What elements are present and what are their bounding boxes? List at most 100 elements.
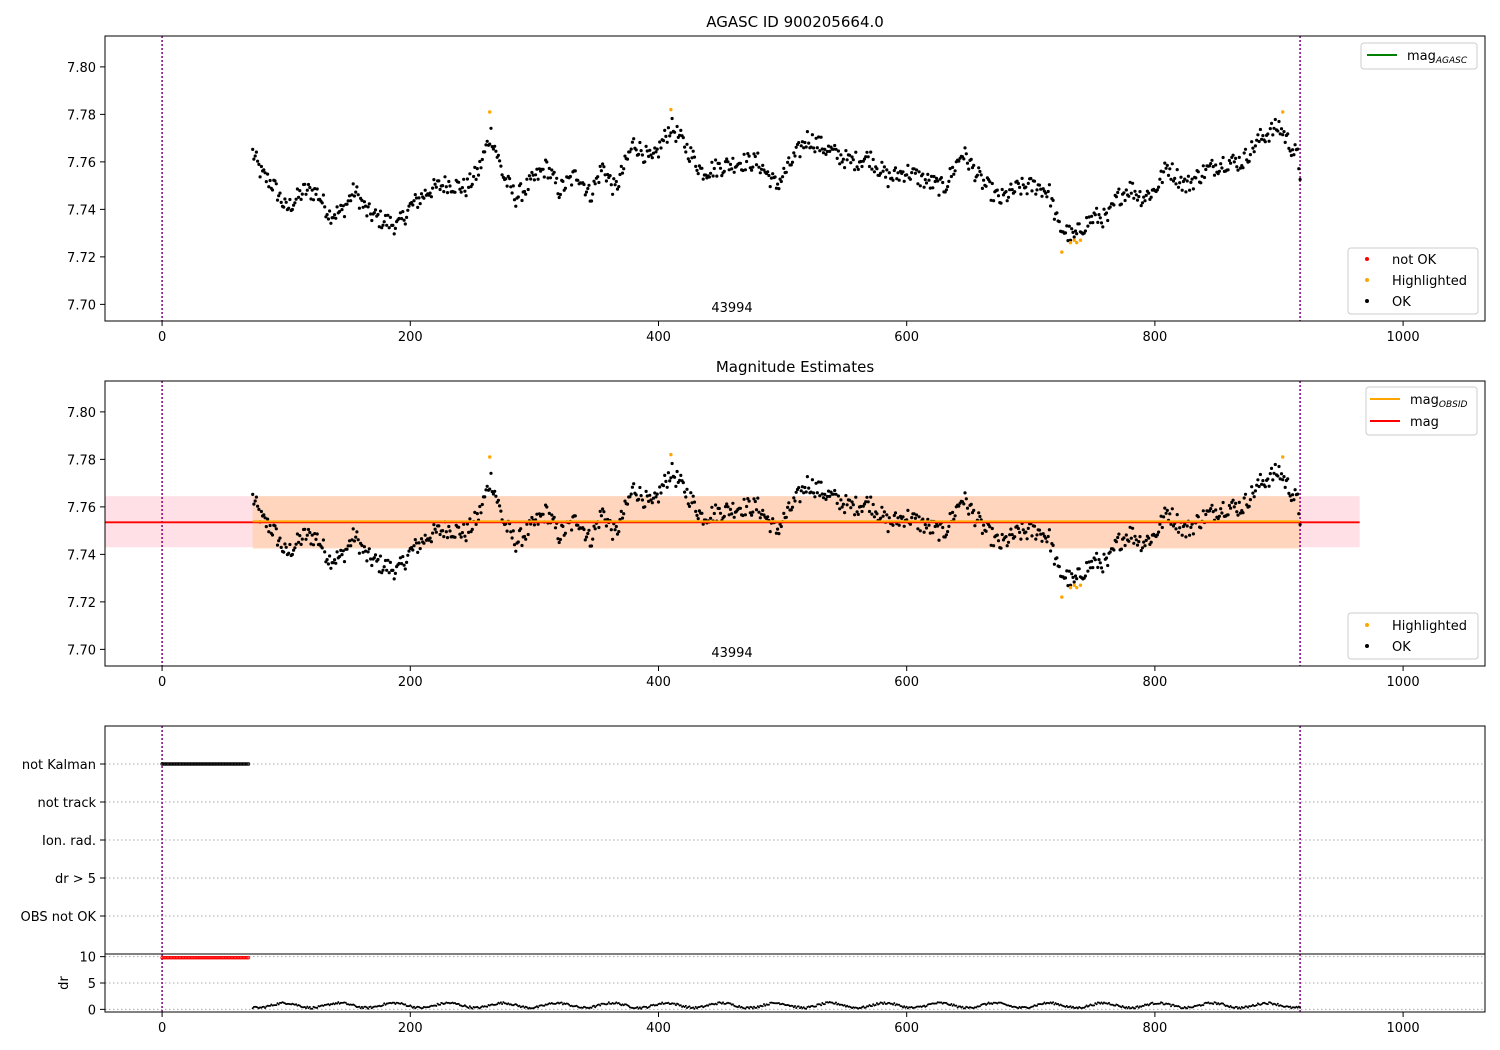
ok-point	[1227, 158, 1231, 163]
ok-point	[831, 492, 836, 496]
ok-point	[1037, 183, 1042, 187]
ok-point	[510, 191, 514, 195]
ok-point	[821, 151, 826, 155]
ok-point	[723, 505, 728, 509]
highlighted-point	[1068, 240, 1073, 245]
dr-point	[316, 1006, 319, 1009]
ok-point	[664, 479, 668, 483]
ok-point	[1263, 140, 1267, 144]
ok-point	[315, 187, 319, 191]
ok-point	[1117, 532, 1121, 536]
ok-point	[687, 159, 692, 163]
ok-point	[1181, 524, 1185, 529]
ok-point	[558, 537, 563, 542]
dr-point	[955, 1004, 958, 1007]
ok-point	[489, 471, 493, 475]
ok-point	[865, 495, 869, 499]
ok-point	[701, 177, 705, 181]
ok-point	[965, 506, 970, 510]
ok-point	[491, 147, 495, 151]
ok-point	[1298, 522, 1302, 527]
ok-point	[1292, 498, 1296, 502]
ok-point	[893, 511, 898, 515]
ok-point	[490, 490, 494, 494]
ok-point	[1099, 566, 1104, 570]
ok-point	[944, 188, 949, 192]
legend-ok-label: OK	[1392, 295, 1411, 310]
dr-point	[590, 1006, 593, 1009]
estimates-panel: Magnitude Estimates 43994 0 200 400 600 800 1…	[67, 358, 1486, 690]
ok-point	[715, 174, 719, 178]
ok-point	[964, 152, 968, 156]
ok-point	[973, 179, 977, 183]
ok-point	[674, 139, 678, 143]
ok-point	[947, 179, 951, 183]
ok-point	[418, 202, 422, 206]
ok-point	[370, 563, 374, 568]
ok-point	[1083, 229, 1087, 233]
ok-point	[819, 135, 823, 139]
ok-point	[599, 169, 604, 173]
dr-point	[1239, 1007, 1242, 1010]
ok-point	[820, 492, 824, 496]
estimates-x-ticks: 0 200 400 600 800 1000	[158, 666, 1420, 690]
ok-point	[975, 173, 980, 177]
ok-point	[511, 184, 515, 188]
ok-point	[1238, 166, 1243, 170]
ok-point	[654, 495, 658, 499]
ok-point	[313, 187, 317, 191]
ok-point	[299, 197, 303, 201]
ok-point	[1035, 188, 1039, 192]
ok-point	[1005, 199, 1009, 203]
ok-point	[1008, 188, 1012, 192]
ok-point	[460, 531, 464, 535]
ok-point	[1073, 229, 1078, 233]
ok-point	[500, 173, 504, 177]
ok-point	[386, 213, 390, 217]
ok-point	[964, 497, 968, 501]
ok-point	[1057, 220, 1061, 224]
dr-point	[660, 1003, 662, 1005]
ok-point	[725, 157, 729, 161]
ok-point	[266, 172, 270, 176]
ok-point	[640, 153, 645, 157]
ok-point	[761, 163, 765, 167]
ok-point	[298, 534, 302, 538]
ok-point	[290, 552, 294, 557]
ok-point	[308, 530, 312, 535]
ok-point	[589, 544, 594, 548]
dr-point	[835, 1001, 837, 1004]
ok-point	[1261, 134, 1265, 138]
dr-point	[823, 1003, 826, 1006]
ok-point	[742, 497, 746, 501]
ok-point	[1101, 570, 1105, 574]
ok-point	[522, 534, 527, 539]
ok-point	[1071, 230, 1075, 234]
ok-point	[304, 537, 308, 541]
dr-red-point	[246, 955, 251, 960]
ok-point	[530, 170, 534, 175]
ok-point	[620, 516, 625, 520]
ok-point	[1051, 198, 1055, 202]
ok-point	[922, 185, 926, 189]
ok-point	[498, 159, 502, 163]
ok-point	[753, 154, 757, 159]
ok-point	[769, 176, 774, 180]
dr-point	[1245, 1005, 1248, 1008]
ok-point	[392, 577, 396, 581]
ok-point	[573, 169, 577, 173]
ok-point	[534, 173, 538, 177]
ok-point	[996, 539, 1001, 543]
ok-point	[761, 508, 765, 512]
y-tick-label: 7.74	[67, 548, 96, 563]
ok-point	[915, 168, 919, 172]
ok-point	[916, 527, 920, 531]
dr-point	[1127, 1005, 1130, 1008]
ok-point	[257, 507, 261, 511]
ok-point	[284, 545, 288, 549]
ok-point	[951, 165, 955, 169]
ok-point	[1024, 185, 1028, 189]
ok-point	[738, 506, 743, 510]
ok-point	[1063, 231, 1068, 235]
ok-point	[732, 170, 736, 174]
